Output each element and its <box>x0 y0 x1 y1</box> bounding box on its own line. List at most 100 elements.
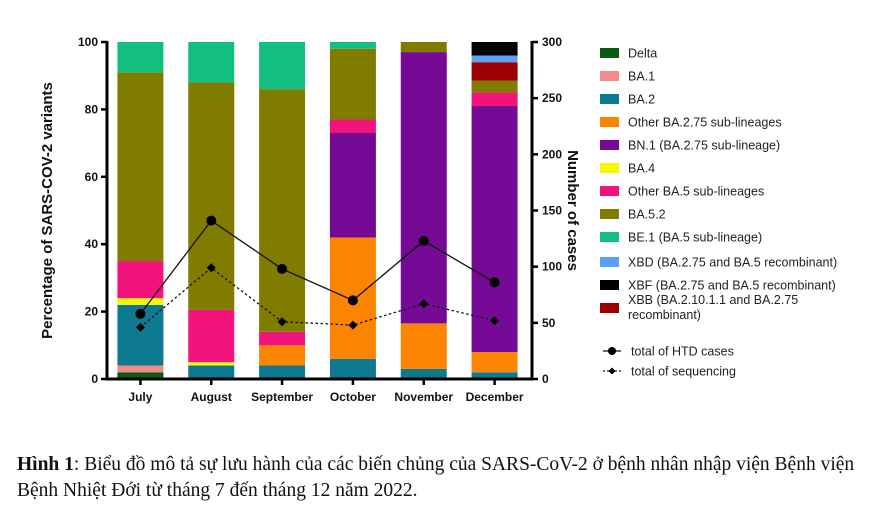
legend-swatch <box>600 209 619 219</box>
y-tick-label: 40 <box>85 237 99 251</box>
bar-segment <box>188 82 235 310</box>
bar-segment <box>259 89 306 332</box>
legend-swatch <box>600 280 619 290</box>
legend-item: BE.1 (BA.5 sub-lineage) <box>600 231 762 245</box>
bar-segment <box>188 309 235 363</box>
legend-label: Other BA.5 sub-lineages <box>628 185 764 199</box>
line-point-diamond <box>419 299 429 309</box>
bar-segment <box>329 48 376 120</box>
legend-label: total of sequencing <box>631 365 736 379</box>
bar-segment <box>117 42 164 73</box>
bar-segment <box>329 358 376 379</box>
bar-segment <box>329 42 376 49</box>
line-point-circle <box>206 215 217 226</box>
line-point-diamond <box>277 317 287 327</box>
legend-item: total of sequencing <box>603 365 736 379</box>
caption-text: : Biểu đồ mô tả sự lưu hành của các biến… <box>17 454 855 501</box>
line-point-diamond <box>490 316 500 326</box>
line-point-circle <box>277 263 288 274</box>
legend-label: Delta <box>628 47 657 61</box>
line-point-circle <box>489 277 500 288</box>
y2-tick-label: 150 <box>542 204 562 218</box>
legend-label: total of HTD cases <box>631 345 734 359</box>
bar-segment <box>471 62 518 81</box>
y-tick-label: 20 <box>85 305 99 319</box>
line-point-circle <box>135 308 146 319</box>
x-tick-label: October <box>330 390 376 404</box>
legend-swatch <box>600 232 619 242</box>
legend-swatch <box>600 94 619 104</box>
legend-swatch <box>600 48 619 58</box>
bar-segment <box>400 368 447 379</box>
bar-segment <box>400 42 447 53</box>
legend-diamond-marker <box>608 367 616 375</box>
x-tick-label: November <box>394 390 453 404</box>
bar-segment <box>400 52 447 324</box>
legend-label: BN.1 (BA.2.75 sub-lineage) <box>628 139 780 153</box>
bar-segment <box>471 106 518 353</box>
bar-segment <box>400 323 447 369</box>
bar-segment <box>471 372 518 379</box>
legend-swatch <box>600 257 619 267</box>
bar-segment <box>259 42 306 90</box>
y-tick-label: 60 <box>85 170 99 184</box>
legend-item: BN.1 (BA.2.75 sub-lineage) <box>600 139 780 153</box>
bar-segment <box>471 352 518 373</box>
bar-segment <box>188 362 235 366</box>
legend-item: Other BA.2.75 sub-lineages <box>600 116 782 130</box>
bar-segment <box>471 55 518 63</box>
y2-axis-label: Number of cases <box>564 150 581 271</box>
line-point-diamond <box>348 320 358 330</box>
legend-swatch <box>600 140 619 150</box>
legend-item: Delta <box>600 47 657 61</box>
bar-segment <box>117 261 164 299</box>
y2-tick-label: 300 <box>542 35 562 49</box>
y2-tick-label: 250 <box>542 91 562 105</box>
legend-swatch <box>600 303 619 313</box>
y-tick-label: 100 <box>78 35 98 49</box>
legend-item: total of HTD cases <box>603 345 734 359</box>
caption-label: Hình 1 <box>17 454 74 475</box>
legend-label: BE.1 (BA.5 sub-lineage) <box>628 231 762 245</box>
bar-segment <box>117 372 164 379</box>
line-point-diamond <box>135 322 145 332</box>
bar-segment <box>188 365 235 379</box>
line-series <box>139 266 495 328</box>
legend-swatch <box>600 71 619 81</box>
x-tick-label: December <box>466 390 524 404</box>
bar-segment <box>259 365 306 379</box>
bar-segment <box>471 42 518 56</box>
bar-segment <box>117 72 164 262</box>
legend-item: BA.2 <box>600 93 655 107</box>
legend-item: XBD (BA.2.75 and BA.5 recombinant) <box>600 256 837 270</box>
bar-segment <box>188 42 235 83</box>
y-tick-label: 80 <box>85 102 99 116</box>
legend-label: BA.4 <box>628 162 655 176</box>
legend-item: BA.1 <box>600 70 655 84</box>
bar-segment <box>117 298 164 305</box>
line-point-circle <box>347 295 358 306</box>
line-series <box>139 219 495 315</box>
bar-segment <box>471 92 518 107</box>
y-axis-label: Percentage of SARS-COV-2 variants <box>39 82 56 339</box>
y-tick-label: 0 <box>91 372 98 386</box>
legend-item: BA.4 <box>600 162 655 176</box>
bar-segment <box>259 345 306 366</box>
y2-tick-label: 200 <box>542 147 562 161</box>
line-point-diamond <box>206 263 216 273</box>
figure-caption: Hình 1: Biểu đồ mô tả sự lưu hành của cá… <box>17 452 877 504</box>
legend-item: XBB (BA.2.10.1.1 and BA.2.75 recombinant) <box>600 293 798 322</box>
y2-tick-label: 0 <box>542 372 549 386</box>
x-tick-label: September <box>251 390 313 404</box>
x-tick-label: August <box>191 390 232 404</box>
bar-segment <box>259 331 306 346</box>
legend-label: XBF (BA.2.75 and BA.5 recombinant) <box>628 279 836 293</box>
bar-segment <box>471 80 518 93</box>
legend-label: Other BA.2.75 sub-lineages <box>628 116 782 130</box>
legend-label: XBD (BA.2.75 and BA.5 recombinant) <box>628 256 837 270</box>
bar-segment <box>117 365 164 373</box>
legend-swatch <box>600 163 619 173</box>
legend-item: BA.5.2 <box>600 208 666 222</box>
y2-tick-label: 50 <box>542 316 556 330</box>
legend-label: XBB (BA.2.10.1.1 and BA.2.75 recombinant) <box>628 293 798 322</box>
